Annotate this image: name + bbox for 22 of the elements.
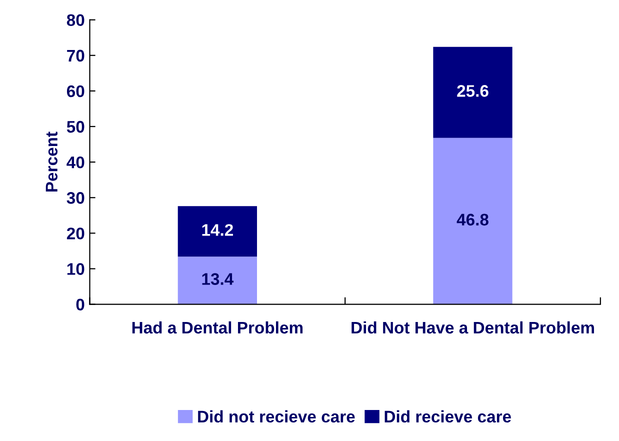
x-tick-label: Did Not Have a Dental Problem bbox=[352, 321, 594, 334]
y-tick-label: 60 bbox=[66, 85, 84, 98]
data-label: 14.2 bbox=[202, 224, 233, 236]
y-tick-label: 30 bbox=[66, 192, 84, 204]
data-label: 13.4 bbox=[202, 273, 234, 285]
x-tick-label: Had a Dental Problem bbox=[132, 321, 303, 334]
y-tick-label: 40 bbox=[66, 156, 84, 168]
y-tick-label: 50 bbox=[66, 120, 84, 133]
bar bbox=[433, 46, 512, 138]
y-tick-label: 20 bbox=[66, 228, 84, 240]
y-tick-label: 0 bbox=[76, 298, 84, 310]
data-label: 25.6 bbox=[457, 85, 488, 97]
y-tick-label: 10 bbox=[67, 263, 84, 275]
y-tick-label: 70 bbox=[67, 50, 84, 62]
y-axis-title: Percent bbox=[46, 132, 58, 192]
bar bbox=[178, 256, 257, 304]
legend-label: Did not recieve care bbox=[198, 410, 355, 423]
legend-label: Did recieve care bbox=[384, 410, 511, 423]
y-tick-label: 80 bbox=[66, 14, 84, 26]
bar bbox=[433, 138, 512, 304]
data-label: 46.8 bbox=[456, 214, 488, 226]
bar bbox=[178, 206, 257, 257]
